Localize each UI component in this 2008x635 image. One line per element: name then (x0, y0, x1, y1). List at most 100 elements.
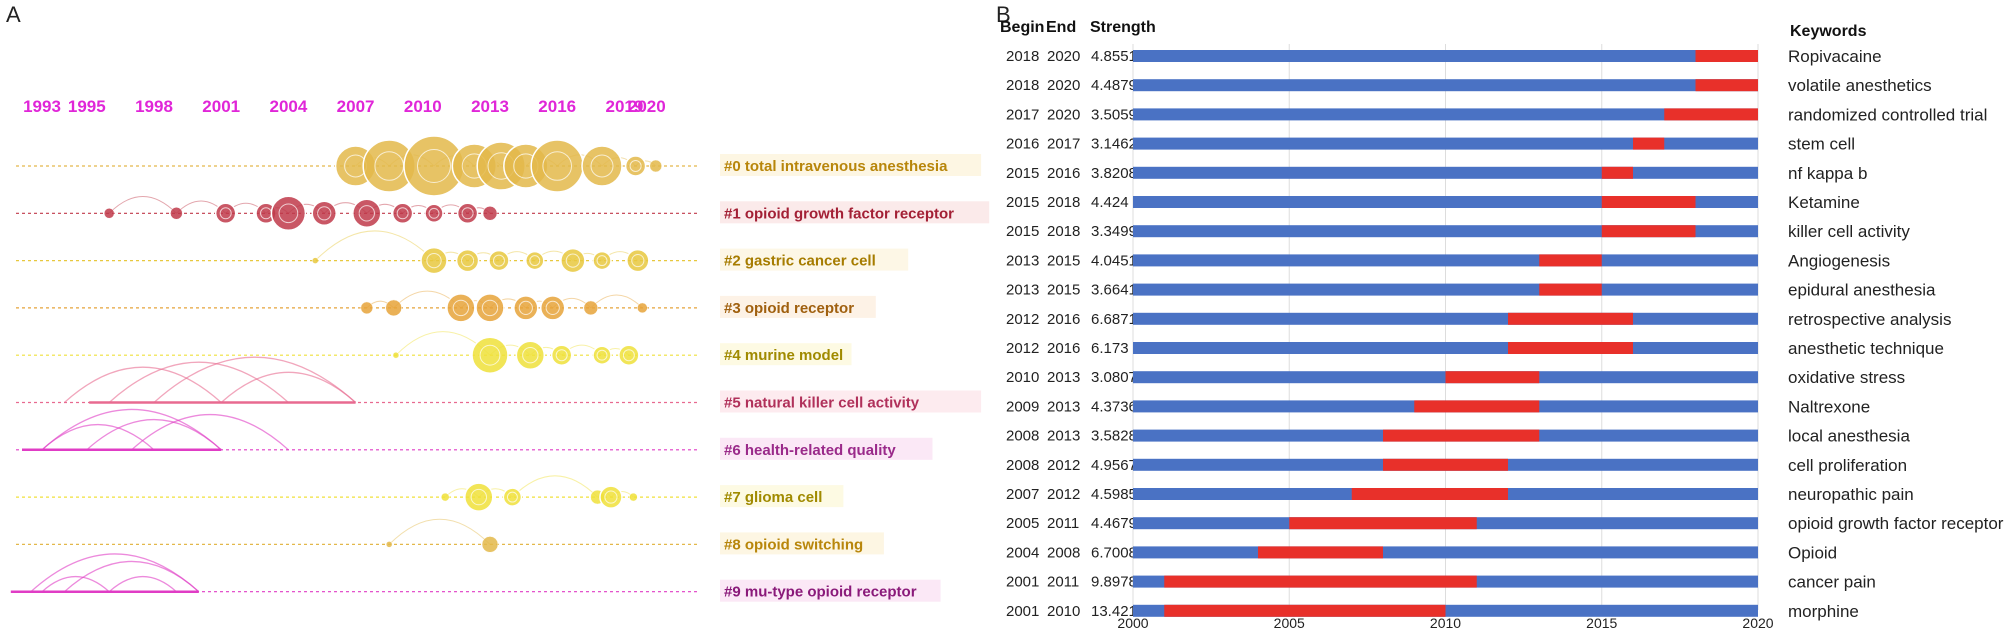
strength-value: 3.6641 (1091, 282, 1137, 299)
keyword-label: Ropivacaine (1788, 47, 1882, 66)
cluster-label: #0 total intravenous anesthesia (724, 158, 948, 175)
strength-value: 4.4879 (1091, 77, 1137, 94)
keyword-label: local anesthesia (1788, 427, 1910, 446)
begin-year: 2018 (1006, 48, 1039, 65)
x-tick-label: 2000 (1117, 615, 1148, 631)
citation-node-ring (470, 488, 487, 506)
cluster-label: #7 glioma cell (724, 489, 822, 506)
begin-year: 2008 (1006, 457, 1039, 474)
cluster-link-arc (314, 230, 435, 261)
begin-year: 2015 (1006, 223, 1039, 240)
citation-node (539, 295, 566, 321)
begin-year: 2013 (1006, 282, 1039, 299)
year-label: 2007 (337, 97, 375, 116)
cluster-label: #6 health-related quality (724, 442, 896, 459)
citation-node-ring (518, 300, 533, 315)
burst-row: 2001 2011 9.8978 cancer pain (1006, 573, 1876, 592)
citation-node (481, 536, 499, 553)
year-label: 1998 (135, 97, 173, 116)
citation-node-ring (219, 207, 232, 220)
begin-year: 2012 (1006, 311, 1039, 328)
strength-value: 4.5985 (1091, 486, 1137, 503)
header-keywords: Keywords (1790, 23, 1867, 40)
cluster-link-arc (108, 575, 177, 593)
citation-node (502, 487, 523, 507)
burst-bar (1601, 196, 1696, 208)
citation-node (525, 250, 545, 271)
citation-node (391, 202, 414, 225)
citation-node (385, 541, 393, 548)
year-label: 1995 (68, 97, 106, 116)
begin-year: 2007 (1006, 486, 1039, 503)
burst-bar (1695, 79, 1758, 92)
citation-node (513, 295, 539, 321)
strength-value: 4.4679 (1091, 515, 1137, 532)
citation-node-ring (396, 207, 409, 220)
citation-node (420, 246, 448, 275)
end-year: 2011 (1047, 515, 1079, 532)
begin-year: 2009 (1006, 398, 1039, 415)
timeline-bar (1133, 79, 1758, 92)
timeline-bar (1133, 312, 1758, 325)
begin-year: 2001 (1006, 574, 1039, 591)
end-year: 2013 (1047, 428, 1080, 445)
keyword-label: opioid growth factor receptor (1788, 514, 2004, 533)
burst-row: 2015 2018 3.3499 killer cell activity (1006, 222, 1910, 241)
keyword-label: anesthetic technique (1788, 339, 1944, 358)
citation-node (488, 249, 510, 272)
citation-node (424, 203, 444, 224)
burst-row: 2018 2020 4.8551 Ropivacaine (1006, 47, 1882, 66)
keyword-label: Ketamine (1788, 193, 1860, 212)
citation-node-ring (604, 490, 618, 504)
citation-node-ring (542, 151, 573, 181)
citation-node (583, 300, 599, 316)
keyword-label: randomized controlled trial (1788, 105, 1987, 124)
citation-node (624, 155, 647, 177)
citation-node (170, 207, 183, 220)
burst-row: 2010 2013 3.0807 oxidative stress (1006, 368, 1905, 387)
burst-row: 2007 2012 4.5985 neuropathic pain (1006, 485, 1914, 504)
cluster-link-arc (63, 366, 222, 403)
keyword-label: nf kappa b (1788, 164, 1867, 183)
year-label: 2019 (605, 97, 643, 116)
strength-value: 4.424 (1091, 194, 1129, 211)
end-year: 2008 (1047, 544, 1080, 561)
cluster-label-bg (720, 390, 982, 413)
burst-bar (1601, 225, 1696, 238)
cluster-link-arc (86, 419, 222, 451)
cluster-label-bg (720, 343, 852, 366)
end-year: 2018 (1047, 223, 1080, 240)
begin-year: 2015 (1006, 165, 1039, 182)
keyword-burst-chart: B Begin End Strength Keywords 2018 2020 4.… (996, 2, 2004, 631)
keyword-label: Angiogenesis (1788, 251, 1890, 270)
begin-year: 2010 (1006, 369, 1039, 386)
keyword-label: neuropathic pain (1788, 485, 1914, 504)
keyword-label: killer cell activity (1788, 222, 1910, 241)
burst-row: 2013 2015 4.0451 Angiogenesis (1006, 251, 1890, 270)
citation-node (581, 145, 623, 187)
keyword-label: volatile anesthetics (1788, 76, 1932, 95)
citation-node-ring (545, 300, 560, 315)
citation-node (637, 302, 648, 314)
end-year: 2011 (1047, 574, 1079, 591)
header-begin: Begin (1000, 19, 1044, 36)
strength-value: 4.9567 (1091, 457, 1137, 474)
citation-node-ring (506, 491, 518, 503)
citation-node-ring (358, 205, 375, 222)
citation-node (515, 340, 546, 370)
timeline-bar (1133, 546, 1758, 559)
citation-node (312, 257, 319, 264)
end-year: 2012 (1047, 457, 1080, 474)
citation-node-ring (522, 347, 539, 364)
end-year: 2015 (1047, 282, 1080, 299)
burst-row: 2017 2020 3.5059 randomized controlled tria… (1006, 105, 1987, 124)
burst-bar (1664, 108, 1758, 121)
cluster-label: #2 gastric cancer cell (724, 253, 876, 270)
citation-node (270, 195, 307, 232)
citation-node-ring (428, 207, 440, 219)
strength-value: 4.8551 (1091, 48, 1137, 65)
citation-node-ring (426, 252, 442, 269)
strength-value: 6.173 (1091, 340, 1129, 357)
citation-node (599, 485, 623, 509)
citation-node (471, 336, 509, 374)
